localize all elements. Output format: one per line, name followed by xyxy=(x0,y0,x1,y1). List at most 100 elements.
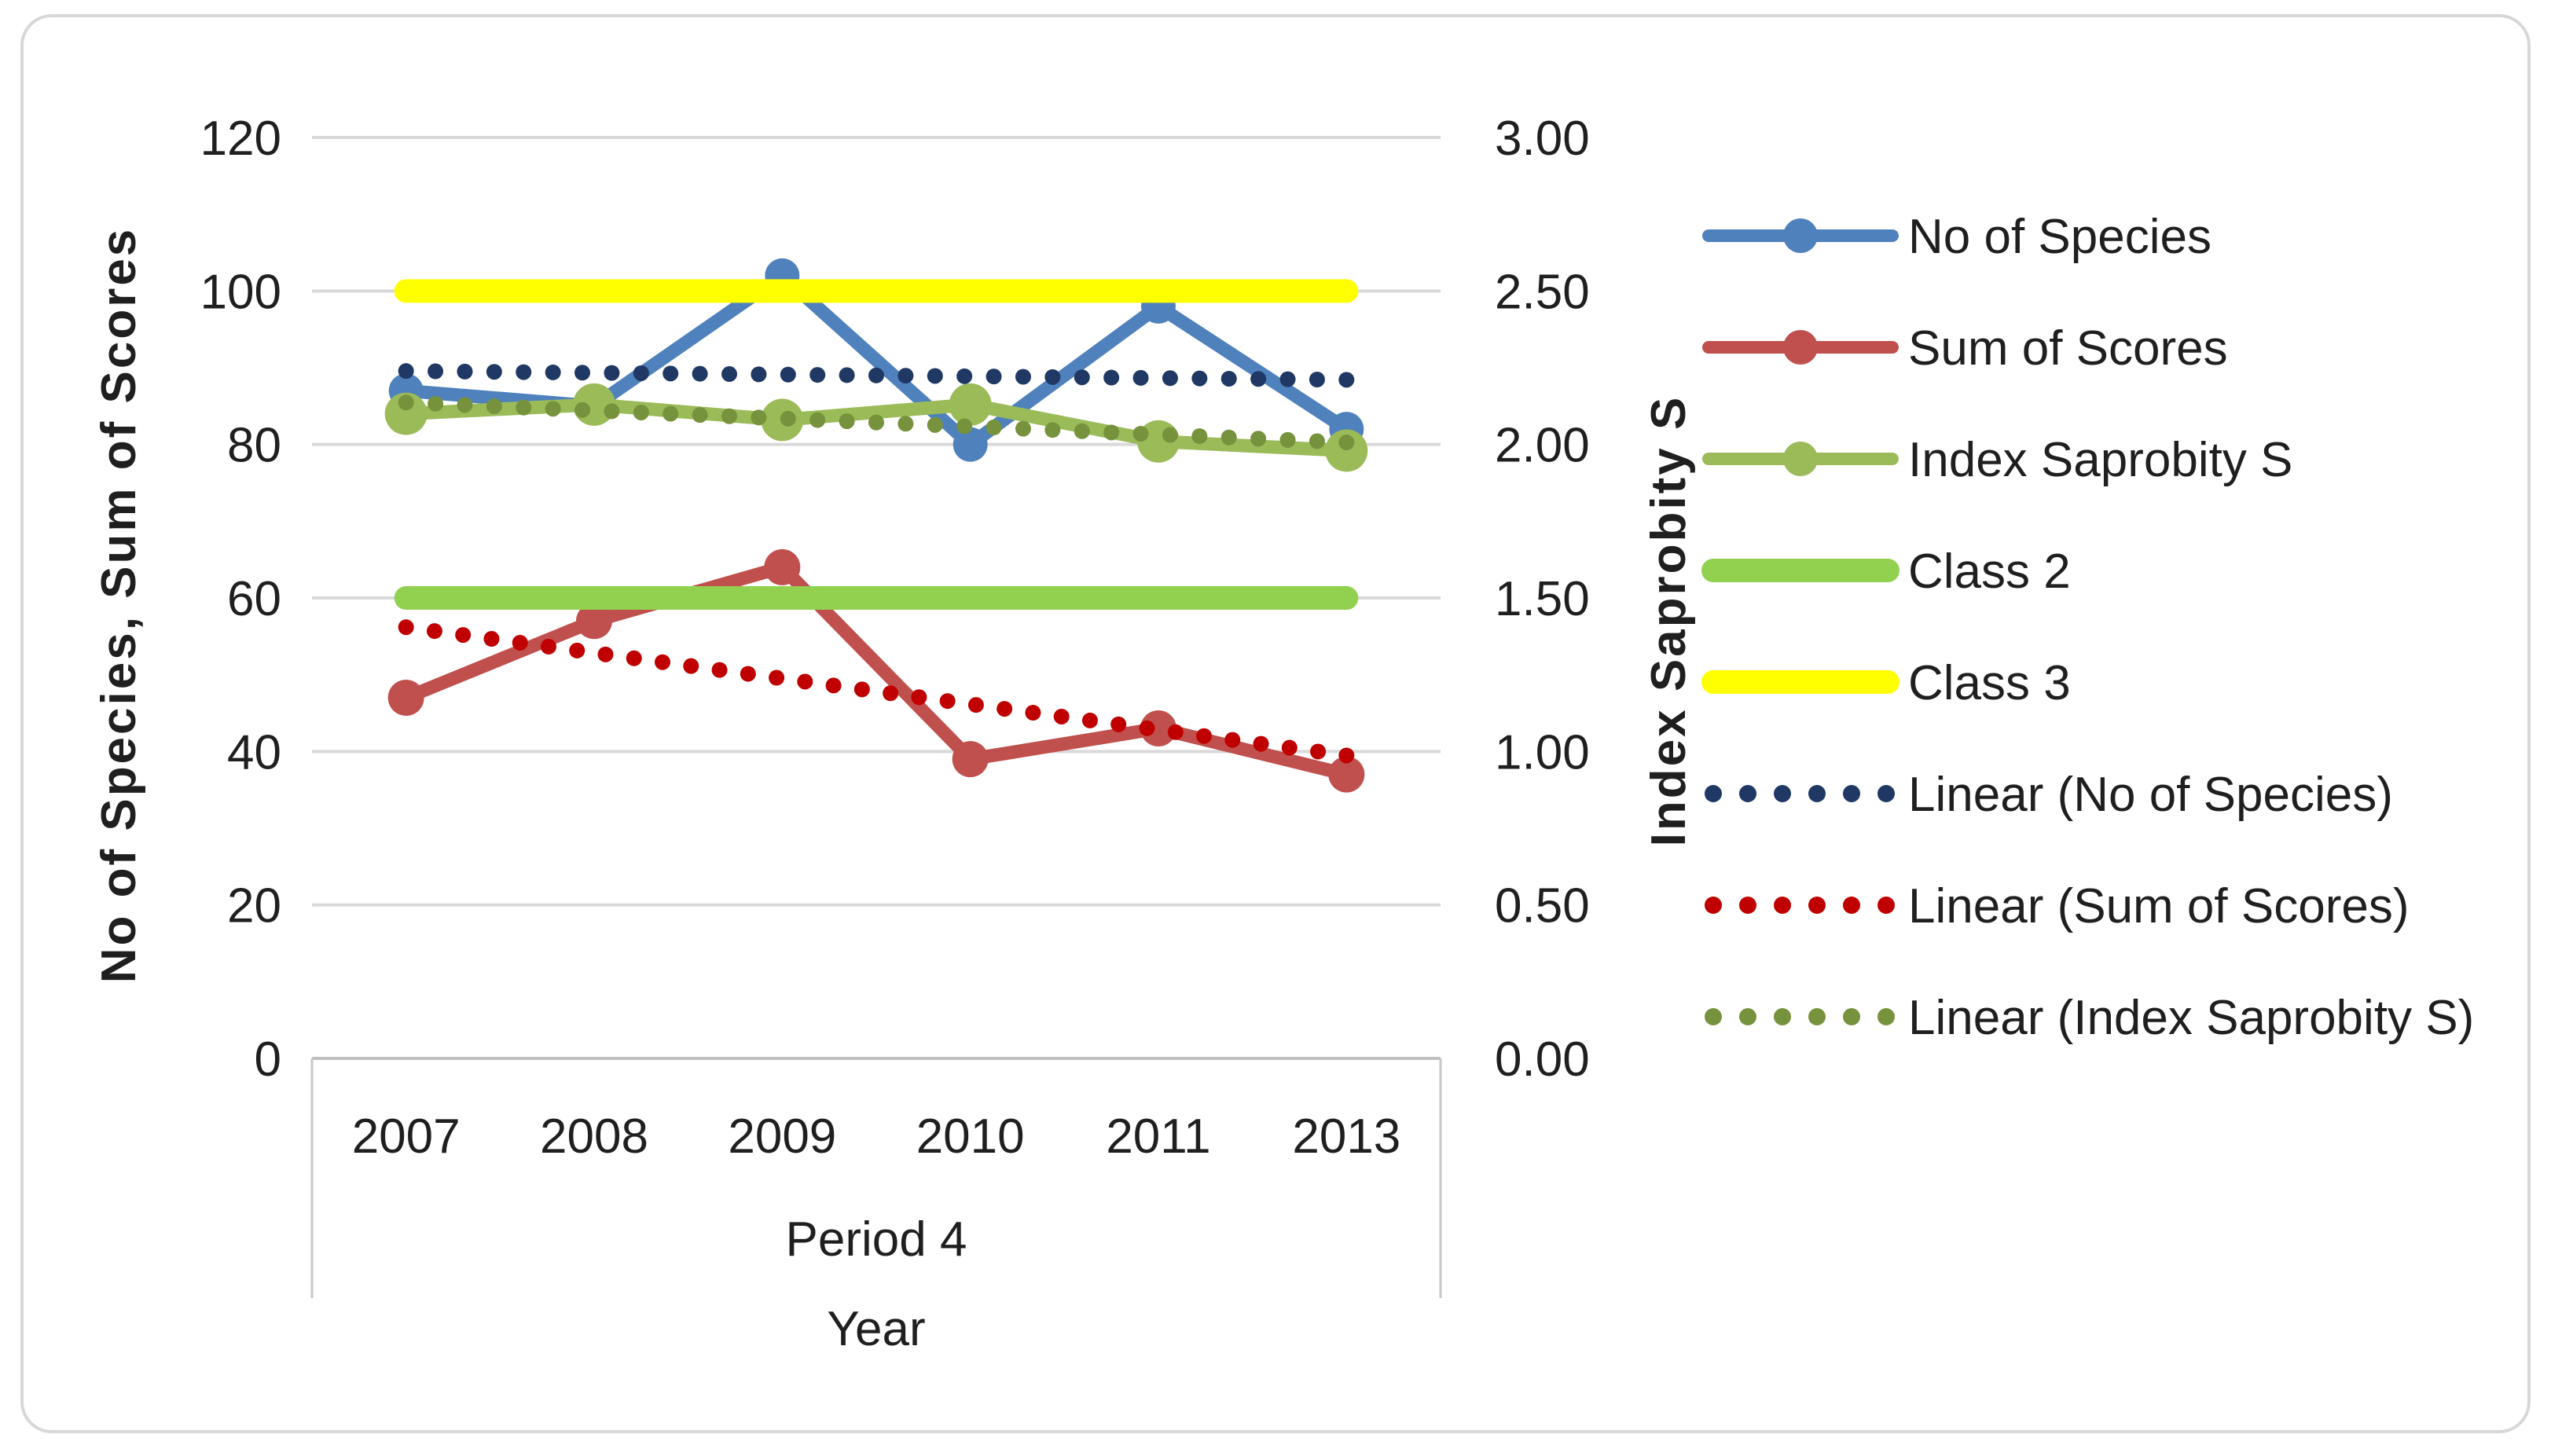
trendline-dot-linear-no-of-species xyxy=(1279,371,1296,387)
trendline-dot-linear-sum-of-scores xyxy=(1081,712,1098,728)
y-axis-tick-left: 60 xyxy=(227,572,281,626)
legend-label: Linear (Index Saprobity S) xyxy=(1908,991,2474,1045)
trendline-dot-linear-no-of-species xyxy=(1044,369,1061,385)
trendline-dot-linear-no-of-species xyxy=(1103,369,1120,386)
trendline-dot-linear-sum-of-scores xyxy=(597,646,614,662)
legend-swatch-dot xyxy=(1808,897,1826,914)
trendline-dot-linear-index-saprobity-s xyxy=(1309,433,1325,449)
trendline-dot-linear-no-of-species xyxy=(1220,370,1237,387)
series-marker-sum-of-scores xyxy=(952,741,989,778)
legend-label: Sum of Scores xyxy=(1908,321,2228,376)
trendline-dot-linear-no-of-species xyxy=(927,368,943,384)
y-axis-tick-right: 2.50 xyxy=(1495,265,1590,319)
x-axis-label: 2009 xyxy=(728,1109,836,1164)
legend-swatch-dot xyxy=(1808,785,1826,802)
trendline-dot-linear-index-saprobity-s xyxy=(1250,431,1267,447)
trendline-dot-linear-sum-of-scores xyxy=(426,623,442,640)
trendline-dot-linear-no-of-species xyxy=(986,369,1002,385)
trendline-dot-linear-no-of-species xyxy=(868,367,884,383)
series-line-index-saprobity-s xyxy=(399,398,1353,457)
trendline-dot-linear-sum-of-scores xyxy=(655,654,671,670)
x-axis-group-label: Period 4 xyxy=(786,1212,967,1267)
trendline-dot-linear-no-of-species xyxy=(1309,371,1325,387)
trendline-dot-linear-index-saprobity-s xyxy=(1132,425,1149,442)
trendline-dot-linear-sum-of-scores xyxy=(1281,739,1298,756)
legend-swatch-dot xyxy=(1705,1008,1722,1025)
trendline-dot-linear-sum-of-scores xyxy=(455,627,472,644)
trendline-dot-linear-index-saprobity-s xyxy=(428,395,444,412)
trendline-dot-linear-sum-of-scores xyxy=(711,662,728,678)
x-axis-title: Year xyxy=(827,1302,925,1356)
trendline-dot-linear-sum-of-scores xyxy=(853,681,870,698)
trendline-dot-linear-index-saprobity-s xyxy=(1044,422,1061,438)
series-marker-index-saprobity-s xyxy=(1325,429,1368,472)
trendline-dot-linear-no-of-species xyxy=(692,365,708,382)
trendline-dot-linear-no-of-species xyxy=(780,366,796,383)
series-marker-sum-of-scores xyxy=(576,603,612,640)
trendline-dot-linear-index-saprobity-s xyxy=(516,399,532,416)
y-axis-ticks-right: 0.00 0.50 1.00 1.50 2.00 2.50 3.00 xyxy=(1495,112,1590,1087)
trendline-dot-linear-sum-of-scores xyxy=(1224,732,1241,748)
trendline-dot-linear-index-saprobity-s xyxy=(663,405,679,422)
y-axis-tick-right: 3.00 xyxy=(1495,112,1590,166)
trendline-dot-linear-sum-of-scores xyxy=(1196,728,1213,744)
y-axis-tick-right: 2.00 xyxy=(1495,419,1590,473)
x-axis-label: 2011 xyxy=(1106,1109,1210,1164)
trendline-dot-linear-no-of-species xyxy=(516,364,532,380)
y-axis-tick-left: 0 xyxy=(255,1032,281,1087)
trendline-dot-linear-index-saprobity-s xyxy=(1191,428,1208,445)
series-marker-sum-of-scores xyxy=(1140,710,1176,747)
trendline-dot-linear-index-saprobity-s xyxy=(956,418,973,435)
trendline-dot-linear-sum-of-scores xyxy=(883,685,899,702)
legend-swatch-dot xyxy=(1843,897,1860,914)
legend-label: Class 2 xyxy=(1908,545,2071,599)
trendline-dot-linear-no-of-species xyxy=(1338,372,1355,388)
trendline-dot-linear-sum-of-scores xyxy=(967,697,984,713)
trendline-dot-linear-no-of-species xyxy=(1132,369,1149,386)
trendline-dot-linear-no-of-species xyxy=(604,365,620,381)
trendline-dot-linear-index-saprobity-s xyxy=(398,394,414,411)
trendline-dot-linear-no-of-species xyxy=(1191,370,1208,387)
trendline-dot-linear-no-of-species xyxy=(721,366,738,383)
legend-item: Sum of Scores xyxy=(1702,321,2228,376)
x-axis-label: 2010 xyxy=(916,1109,1025,1164)
trendline-dot-linear-index-saprobity-s xyxy=(721,408,738,424)
trendline-dot-linear-no-of-species xyxy=(633,365,649,381)
y-axis-tick-left: 100 xyxy=(200,265,281,319)
y-axis-tick-right: 0.00 xyxy=(1495,1032,1590,1087)
x-axis-labels: 2007 2008 2009 2010 2011 2013 xyxy=(352,1109,1401,1164)
trendline-dot-linear-index-saprobity-s xyxy=(897,416,914,432)
legend-label: Linear (No of Species) xyxy=(1908,768,2393,822)
left-axis-title: No of Species, Sum of Scores xyxy=(92,227,146,984)
trendline-dot-linear-index-saprobity-s xyxy=(1279,431,1296,448)
trendline-dot-linear-index-saprobity-s xyxy=(927,416,943,433)
axis-frame xyxy=(310,1057,1442,1298)
legend-swatch-dot xyxy=(1877,897,1895,914)
trendline-dot-linear-sum-of-scores xyxy=(997,701,1013,717)
trendline-dot-linear-sum-of-scores xyxy=(911,689,927,706)
legend-swatch-dot xyxy=(1739,897,1756,914)
trendline-dot-linear-no-of-species xyxy=(574,365,591,381)
y-axis-tick-right: 0.50 xyxy=(1495,879,1590,933)
trendline-dot-linear-index-saprobity-s xyxy=(809,412,826,428)
trendline-dot-linear-index-saprobity-s xyxy=(986,420,1002,436)
trendline-dot-linear-sum-of-scores xyxy=(1253,735,1269,752)
trendline-dot-linear-index-saprobity-s xyxy=(1103,424,1120,441)
trendline-dot-linear-sum-of-scores xyxy=(683,658,699,674)
legend-item: Linear (No of Species) xyxy=(1705,768,2393,822)
trendline-dot-linear-no-of-species xyxy=(1162,370,1178,387)
trendline-dot-linear-index-saprobity-s xyxy=(486,398,502,415)
trendline-dot-linear-sum-of-scores xyxy=(1110,716,1127,732)
legend-item: Linear (Sum of Scores) xyxy=(1705,879,2409,933)
legend-label: Linear (Sum of Scores) xyxy=(1908,879,2409,933)
legend-label: Index Saprobity S xyxy=(1908,433,2292,487)
legend-swatch-dot xyxy=(1877,785,1895,802)
trendline-dot-linear-index-saprobity-s xyxy=(574,402,591,418)
trendline-dot-linear-index-saprobity-s xyxy=(839,413,855,430)
trendline-dot-linear-sum-of-scores xyxy=(569,642,585,658)
y-axis-tick-left: 80 xyxy=(227,419,281,473)
series-marker-sum-of-scores xyxy=(764,548,801,585)
trendline-dot-linear-sum-of-scores xyxy=(1167,724,1184,740)
y-axis-tick-right: 1.00 xyxy=(1495,725,1590,779)
x-axis-label: 2007 xyxy=(352,1109,461,1164)
